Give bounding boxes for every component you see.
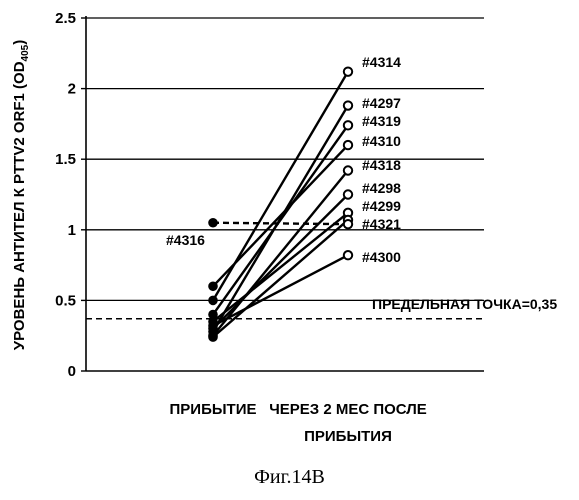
series-label-7: #4321 (362, 216, 401, 232)
point-end-4 (344, 166, 352, 174)
x-category-label-1-0: ЧЕРЕЗ 2 МЕС ПОСЛЕ (269, 401, 427, 418)
series-line-4 (213, 170, 348, 335)
y-tick-labels: 0 0.5 1 1.5 2 2.5 (55, 10, 76, 380)
point-end-5 (344, 190, 352, 198)
series-label-5: #4298 (362, 180, 401, 196)
point-end-2 (344, 121, 352, 129)
point-end-8 (344, 251, 352, 259)
point-start-9 (209, 219, 217, 227)
point-start-3 (209, 282, 217, 290)
axes (81, 16, 484, 371)
series-label-4: #4318 (362, 157, 401, 173)
figure-caption: Фиг.14B (0, 466, 579, 489)
y-tick-label-4: 2 (68, 81, 76, 98)
chart-svg: ПРЕДЕЛЬНАЯ ТОЧКА=0,35 #4314 #4297 #4319 #43… (0, 0, 579, 460)
y-tick-label-1: 0.5 (55, 292, 76, 309)
series-label-3: #4310 (362, 133, 401, 149)
y-tick-label-0: 0 (68, 363, 76, 380)
point-start-8 (209, 322, 217, 330)
series-label-0: #4314 (362, 54, 401, 70)
point-start-0 (209, 296, 217, 304)
y-tick-label-5: 2.5 (55, 10, 76, 27)
point-end-9 (344, 220, 352, 228)
y-tick-label-3: 1.5 (55, 151, 76, 168)
point-end-1 (344, 101, 352, 109)
point-start-7 (209, 333, 217, 341)
point-end-0 (344, 67, 352, 75)
x-category-label-0-0: ПРИБЫТИЕ (170, 401, 257, 418)
y-axis-title: УРОВЕНЬ АНТИТЕЛ К PTTV2 ORF1 (OD405) (11, 40, 31, 350)
series-label-9: #4316 (166, 232, 205, 248)
x-category-label-1-1: ПРИБЫТИЯ (304, 428, 392, 445)
x-category-labels: ПРИБЫТИЕ ЧЕРЕЗ 2 МЕС ПОСЛЕ ПРИБЫТИЯ (170, 401, 427, 445)
threshold-label: ПРЕДЕЛЬНАЯ ТОЧКА=0,35 (372, 296, 557, 312)
series-label-6: #4299 (362, 198, 401, 214)
series-label-2: #4319 (362, 113, 401, 129)
threshold: ПРЕДЕЛЬНАЯ ТОЧКА=0,35 (86, 296, 557, 319)
series-label-8: #4300 (362, 249, 401, 265)
series-line-9 (213, 223, 348, 224)
point-end-3 (344, 141, 352, 149)
series-line-2 (213, 125, 348, 314)
series-line-7 (213, 220, 348, 337)
series-label-1: #4297 (362, 95, 401, 111)
y-tick-label-2: 1 (68, 222, 76, 239)
